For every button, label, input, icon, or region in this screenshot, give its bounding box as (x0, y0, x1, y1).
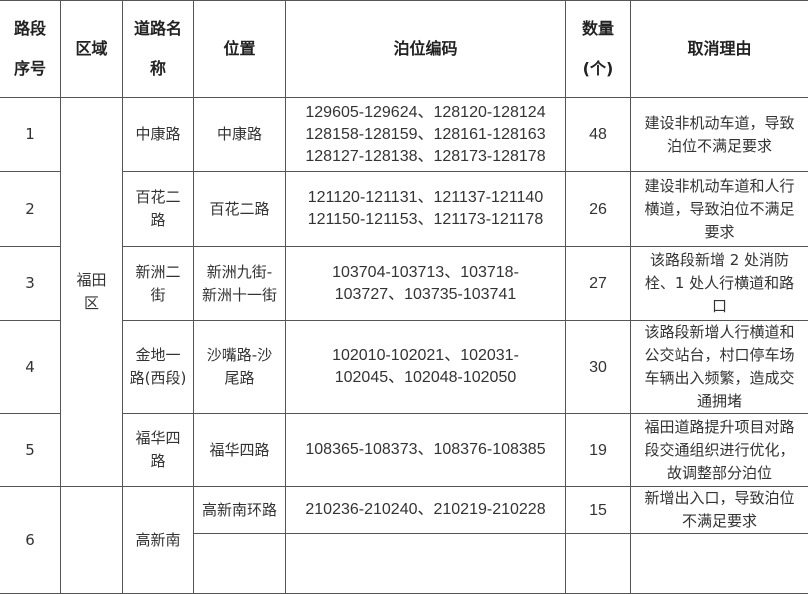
road-cell: 百花二路 (123, 172, 194, 247)
location-cell: 百花二路 (194, 172, 286, 247)
count-cell: 30 (566, 321, 631, 414)
seq-cell: 4 (0, 321, 61, 414)
seq-cell: 2 (0, 172, 61, 247)
table-row: 6 高新南 高新南环路 210236-210240、210219-210228 … (0, 487, 808, 534)
road-cell: 福华四路 (123, 414, 194, 487)
codes-cell: 108365-108373、108376-108385 (286, 414, 566, 487)
header-road: 道路名称 (123, 1, 194, 98)
table-row: 1 福田区 中康路 中康路 129605-129624、128120-12812… (0, 98, 808, 172)
road-cell: 金地一路(西段) (123, 321, 194, 414)
codes-cell: 103704-103713、103718-103727、103735-10374… (286, 247, 566, 321)
reason-cell: 新增出入口，导致泊位不满足要求 (631, 487, 808, 534)
header-row: 路段序号 区域 道路名称 位置 泊位编码 数量(个) 取消理由 (0, 1, 808, 98)
codes-cell (286, 534, 566, 594)
reason-cell: 该路段新增人行横道和公交站台，村口停车场车辆出入频繁，造成交通拥堵 (631, 321, 808, 414)
header-reason: 取消理由 (631, 1, 808, 98)
count-cell: 48 (566, 98, 631, 172)
count-cell: 27 (566, 247, 631, 321)
reason-cell: 建设非机动车道和人行横道，导致泊位不满足要求 (631, 172, 808, 247)
codes-cell: 210236-210240、210219-210228 (286, 487, 566, 534)
road-cell: 新洲二街 (123, 247, 194, 321)
header-location: 位置 (194, 1, 286, 98)
seq-cell: 3 (0, 247, 61, 321)
seq-cell: 6 (0, 487, 61, 594)
header-count: 数量(个) (566, 1, 631, 98)
location-cell: 福华四路 (194, 414, 286, 487)
header-district: 区域 (61, 1, 123, 98)
count-cell (566, 534, 631, 594)
seq-cell: 1 (0, 98, 61, 172)
road-cell: 中康路 (123, 98, 194, 172)
seq-cell: 5 (0, 414, 61, 487)
count-cell: 15 (566, 487, 631, 534)
header-seq: 路段序号 (0, 1, 61, 98)
reason-cell: 建设非机动车道，导致泊位不满足要求 (631, 98, 808, 172)
location-cell: 新洲九街-新洲十一街 (194, 247, 286, 321)
count-cell: 26 (566, 172, 631, 247)
location-cell (194, 534, 286, 594)
count-cell: 19 (566, 414, 631, 487)
district-cell: 福田区 (61, 98, 123, 487)
reason-cell (631, 534, 808, 594)
header-codes: 泊位编码 (286, 1, 566, 98)
reason-cell: 该路段新增 2 处消防栓、1 处人行横道和路口 (631, 247, 808, 321)
location-cell: 中康路 (194, 98, 286, 172)
location-cell: 沙嘴路-沙尾路 (194, 321, 286, 414)
road-cell: 高新南 (123, 487, 194, 594)
codes-cell: 102010-102021、102031-102045、102048-10205… (286, 321, 566, 414)
district-cell (61, 487, 123, 594)
reason-cell: 福田道路提升项目对路段交通组织进行优化，故调整部分泊位 (631, 414, 808, 487)
location-cell: 高新南环路 (194, 487, 286, 534)
